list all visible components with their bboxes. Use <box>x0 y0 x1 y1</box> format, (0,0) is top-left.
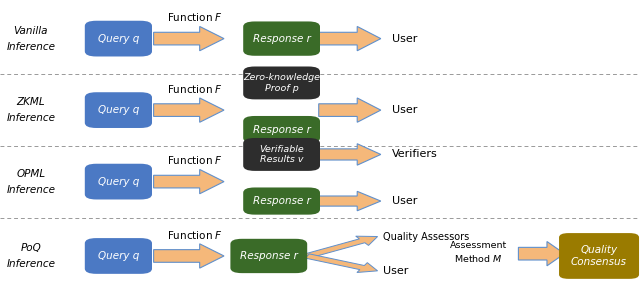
Text: User: User <box>392 196 417 206</box>
Polygon shape <box>518 241 564 266</box>
Polygon shape <box>319 191 381 211</box>
Text: Quality
Consensus: Quality Consensus <box>571 245 627 267</box>
Text: Function $F$: Function $F$ <box>167 11 223 23</box>
Polygon shape <box>319 26 381 51</box>
FancyBboxPatch shape <box>243 138 320 171</box>
Polygon shape <box>319 98 381 122</box>
FancyBboxPatch shape <box>85 164 152 200</box>
Text: Inference: Inference <box>6 42 55 51</box>
Text: Vanilla: Vanilla <box>13 26 48 35</box>
Text: Query q: Query q <box>98 105 139 115</box>
FancyBboxPatch shape <box>243 188 320 214</box>
Polygon shape <box>154 169 224 194</box>
Text: Inference: Inference <box>6 113 55 123</box>
Polygon shape <box>154 98 224 122</box>
Text: User: User <box>383 266 408 276</box>
Polygon shape <box>305 254 378 273</box>
FancyBboxPatch shape <box>230 239 307 273</box>
FancyBboxPatch shape <box>85 92 152 128</box>
Text: OPML: OPML <box>16 169 45 178</box>
Text: User: User <box>392 105 417 115</box>
Text: Function $F$: Function $F$ <box>167 83 223 95</box>
Text: PoQ: PoQ <box>20 243 41 253</box>
Text: Query q: Query q <box>98 251 139 261</box>
FancyBboxPatch shape <box>243 67 320 100</box>
Text: User: User <box>392 34 417 43</box>
Text: Zero-knowledge
Proof p: Zero-knowledge Proof p <box>243 73 320 93</box>
Text: Function $F$: Function $F$ <box>167 154 223 166</box>
Text: Verifiable
Results v: Verifiable Results v <box>259 145 304 164</box>
Text: Function $F$: Function $F$ <box>167 229 223 241</box>
Text: Response r: Response r <box>240 251 298 261</box>
Text: Quality Assessors: Quality Assessors <box>383 232 469 241</box>
Text: Query q: Query q <box>98 34 139 43</box>
FancyBboxPatch shape <box>85 238 152 274</box>
FancyBboxPatch shape <box>559 233 639 279</box>
Polygon shape <box>154 26 224 51</box>
Text: Response r: Response r <box>253 34 310 43</box>
FancyBboxPatch shape <box>85 21 152 57</box>
FancyBboxPatch shape <box>243 116 320 143</box>
Polygon shape <box>305 236 378 258</box>
Text: Response r: Response r <box>253 196 310 206</box>
Text: Inference: Inference <box>6 185 55 194</box>
Text: Assessment
Method $M$: Assessment Method $M$ <box>450 241 508 264</box>
Text: Verifiers: Verifiers <box>392 150 437 159</box>
Polygon shape <box>154 244 224 268</box>
Text: Response r: Response r <box>253 125 310 134</box>
Text: Inference: Inference <box>6 259 55 269</box>
Text: Query q: Query q <box>98 177 139 186</box>
FancyBboxPatch shape <box>243 21 320 56</box>
Text: ZKML: ZKML <box>17 97 45 107</box>
Polygon shape <box>319 144 381 165</box>
